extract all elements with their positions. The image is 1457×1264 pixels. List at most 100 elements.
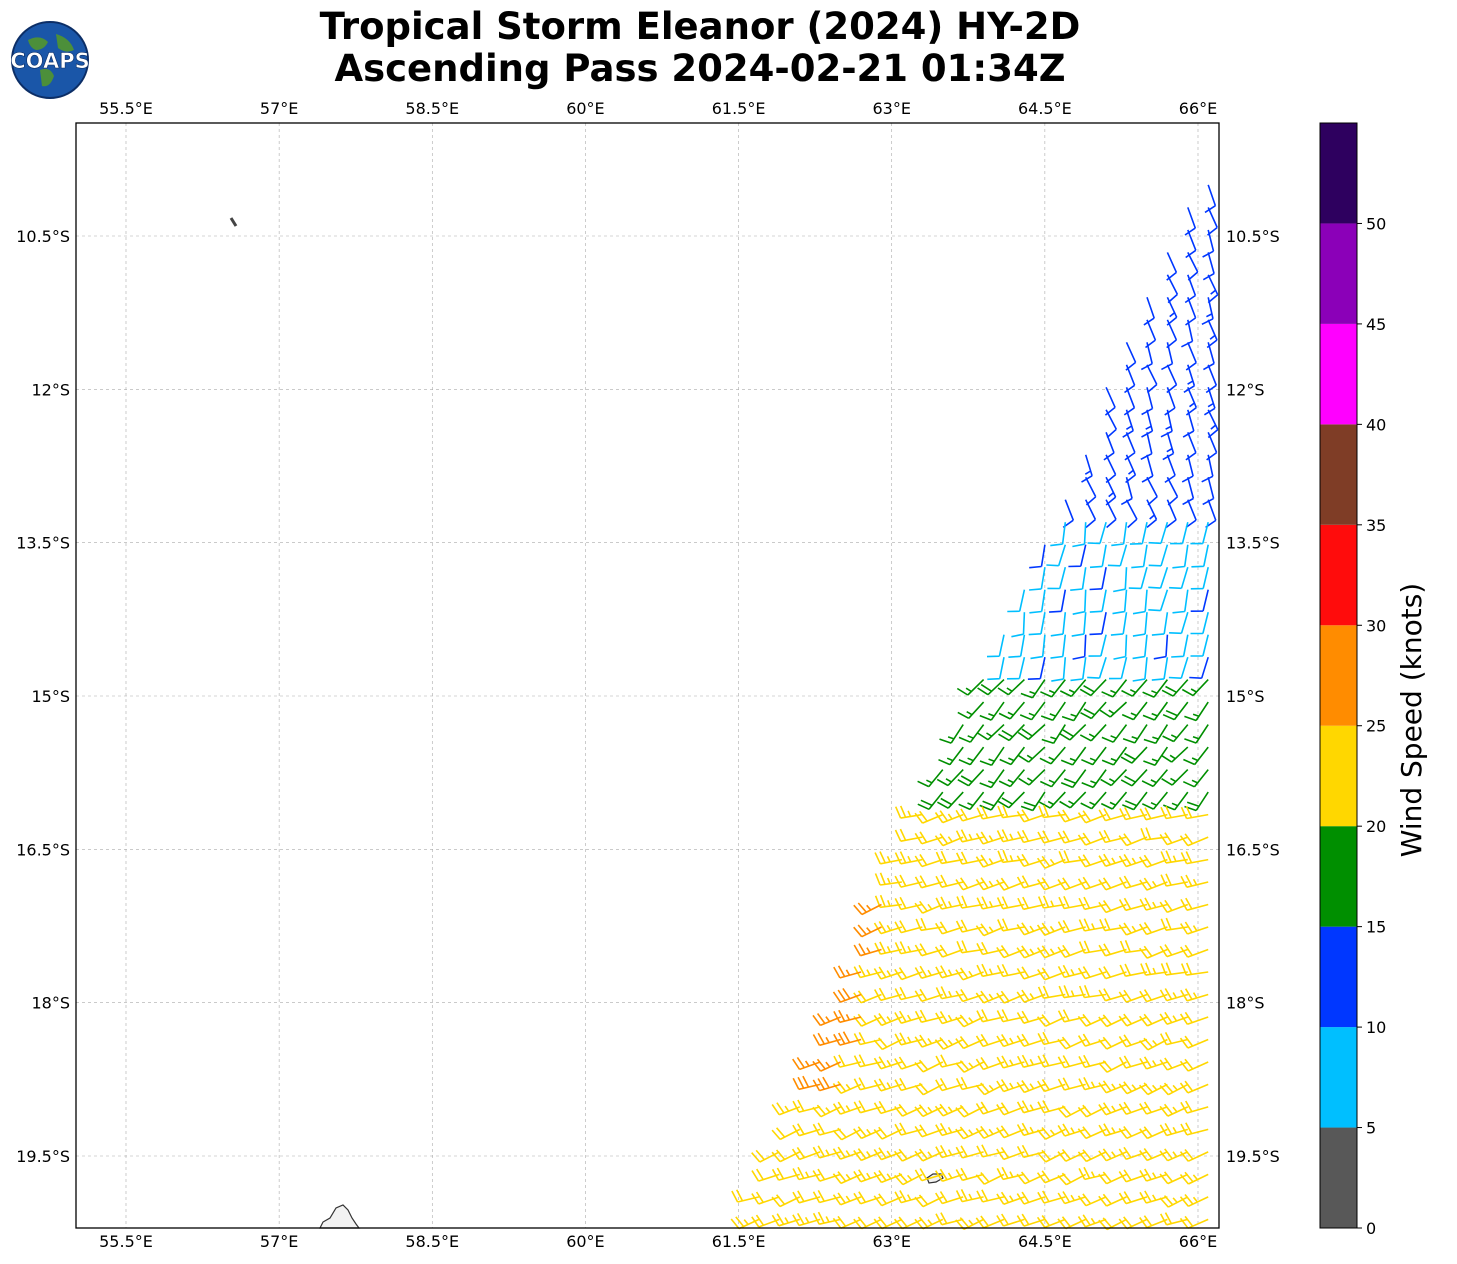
wind-barb <box>975 854 1005 868</box>
colorbar-bins <box>1319 122 1358 1229</box>
wind-barb <box>1078 918 1107 932</box>
wind-barb <box>1016 853 1046 868</box>
wind-barb <box>1185 386 1198 416</box>
wind-barb <box>832 1192 862 1206</box>
wind-barb <box>1080 701 1107 720</box>
colorbar-frame <box>1319 122 1358 1229</box>
wind-barb <box>917 791 944 811</box>
colorbar-bin <box>1320 123 1357 224</box>
wind-barb <box>1164 454 1176 484</box>
wind-barb <box>1148 589 1169 612</box>
lat-tick-label-left: 15°S <box>31 687 70 706</box>
wind-barb <box>894 1032 923 1046</box>
wind-barb <box>914 1124 944 1138</box>
wind-barb <box>853 943 882 957</box>
wind-barbs <box>730 184 1219 1231</box>
wind-barb <box>1139 1126 1168 1140</box>
wind-barb <box>935 1145 964 1159</box>
wind-barb <box>1057 1123 1086 1137</box>
wind-barb <box>1159 1032 1188 1046</box>
wind-barb <box>1100 769 1128 787</box>
wind-barb <box>1072 634 1087 660</box>
wind-barb <box>771 1102 801 1116</box>
wind-barb <box>1180 874 1209 888</box>
wind-barb <box>1179 1193 1209 1208</box>
wind-barb <box>1098 1193 1127 1207</box>
wind-barb <box>1189 656 1209 679</box>
colorbar-label: Wind Speed (knots) <box>1395 582 1428 858</box>
wind-barb <box>1141 791 1169 810</box>
lat-tick-label-right: 13.5°S <box>1226 534 1280 553</box>
wind-barb <box>1153 634 1169 660</box>
wind-barb <box>792 1056 821 1071</box>
wind-barb <box>1184 724 1209 744</box>
wind-barb <box>1162 701 1189 721</box>
wind-barb <box>1036 855 1066 869</box>
wind-barb <box>1078 1054 1107 1069</box>
wind-barb <box>874 894 903 909</box>
figure-title: Tropical Storm Eleanor (2024) HY-2D Asce… <box>0 6 1400 90</box>
wind-barb <box>917 769 944 788</box>
wind-barb <box>1037 985 1066 999</box>
wind-barb <box>1180 944 1209 958</box>
wind-barb <box>1058 985 1086 999</box>
lat-tick-label-left: 12°S <box>31 380 70 399</box>
wind-barb <box>1098 1014 1127 1028</box>
wind-barb <box>976 963 1005 978</box>
wind-barb <box>957 769 985 787</box>
wind-barb <box>893 1216 923 1230</box>
wind-barb <box>1057 944 1086 959</box>
wind-barb <box>1132 657 1148 682</box>
wind-barb <box>938 746 964 766</box>
lat-tick-label-left: 13.5°S <box>16 534 70 553</box>
wind-barb <box>771 1127 801 1141</box>
wind-barb <box>1079 724 1107 742</box>
wind-barb <box>1180 851 1209 865</box>
wind-barb <box>1079 679 1107 697</box>
colorbar-bin <box>1320 725 1357 827</box>
wind-barb <box>1098 1036 1127 1050</box>
wind-barb <box>1016 1122 1046 1137</box>
wind-barb <box>1121 679 1148 697</box>
colorbar-bin <box>1320 1127 1357 1228</box>
wind-barb <box>1049 589 1067 613</box>
wind-barb <box>1078 1166 1107 1181</box>
lon-tick-label-top: 64.5°E <box>1018 99 1072 118</box>
wind-barb <box>1151 657 1169 681</box>
wind-barb <box>998 724 1025 742</box>
wind-barb <box>996 829 1025 843</box>
lat-tick-label-left: 19.5°S <box>16 1147 70 1166</box>
wind-barb <box>997 791 1025 809</box>
wind-barb <box>996 877 1025 891</box>
wind-barb <box>998 701 1026 720</box>
wind-barb <box>1016 922 1046 936</box>
wind-barb <box>1007 589 1026 613</box>
wind-barb <box>1140 962 1168 976</box>
wind-barb <box>996 896 1025 910</box>
wind-barb <box>1139 1148 1168 1162</box>
wind-barb <box>914 810 944 824</box>
wind-barb <box>1016 1144 1046 1159</box>
wind-barb <box>1148 521 1169 545</box>
wind-barb <box>1162 791 1189 811</box>
colorbar-tick-label: 5 <box>1366 1119 1376 1138</box>
wind-barb <box>1016 809 1046 823</box>
wind-barb <box>1059 679 1087 698</box>
wind-barb <box>1080 791 1107 810</box>
wind-barb <box>1057 1148 1087 1162</box>
wind-barb <box>1016 1054 1046 1068</box>
wind-barb <box>894 828 923 842</box>
colorbar-tick-label: 40 <box>1366 415 1386 434</box>
wind-barb <box>1036 1215 1066 1229</box>
colorbar-bin <box>1320 223 1357 324</box>
colorbar-tick-label: 20 <box>1366 817 1386 836</box>
wind-barb <box>1060 746 1087 766</box>
lat-tick-label-right: 10.5°S <box>1226 227 1280 246</box>
wind-barb <box>1089 567 1107 591</box>
wind-barb <box>1089 612 1107 636</box>
wind-barb <box>812 1032 841 1047</box>
colorbar-tick-label: 45 <box>1366 315 1386 334</box>
wind-barb <box>1081 746 1107 766</box>
wind-barb <box>1104 386 1116 416</box>
wind-barb <box>894 941 923 955</box>
